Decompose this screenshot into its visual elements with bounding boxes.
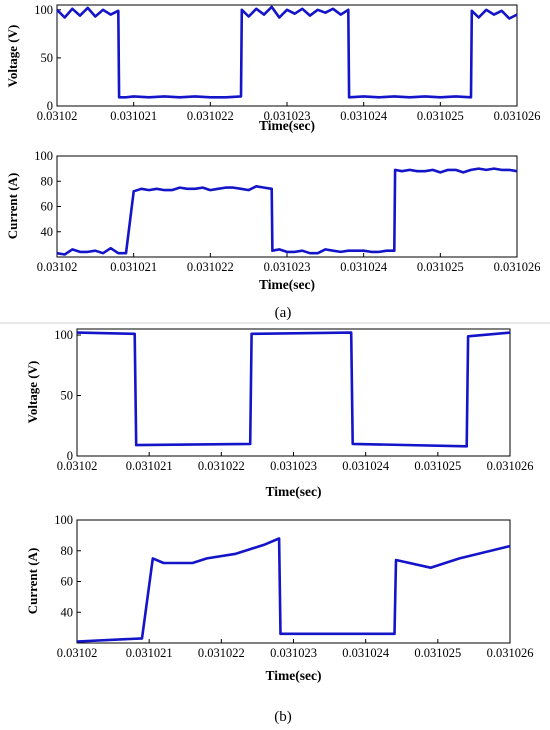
x-tick-label: 0.031026 [487, 646, 534, 660]
x-tick-label: 0.031022 [187, 109, 234, 123]
y-tick-label: 60 [41, 200, 54, 214]
chart-current-b: 0.03102 0.031021 0.031022 0.031023 0.031024 0… [25, 513, 533, 683]
x-tick-label: 0.031023 [264, 260, 311, 274]
y-tick-label: 50 [41, 51, 54, 65]
x-tick-label: 0.031024 [340, 109, 388, 123]
x-tick-label: 0.031025 [414, 646, 461, 660]
x-tick-label: 0.031022 [198, 459, 245, 473]
chart-voltage-b: 0.03102 0.031021 0.031022 0.031023 0.031024 0… [25, 328, 533, 499]
y-axis-label: Voltage (V) [5, 25, 20, 88]
x-axis-label: Time(sec) [266, 668, 322, 683]
y-tick-label: 40 [61, 605, 74, 619]
x-tick-label: 0.031024 [342, 459, 390, 473]
x-tick-label: 0.031024 [340, 260, 388, 274]
y-tick-label: 100 [54, 513, 73, 527]
y-tick-label: 0 [67, 449, 73, 463]
x-tick-label: 0.031021 [110, 260, 157, 274]
x-tick-label: 0.031023 [270, 646, 317, 660]
x-tick-label: 0.031023 [270, 459, 317, 473]
plot-area-voltage-a [56, 4, 518, 107]
y-axis-label: Current (A) [25, 548, 40, 615]
x-tick-label: 0.03102 [37, 109, 78, 123]
x-tick-label: 0.03102 [37, 260, 78, 274]
x-tick-label: 0.031021 [110, 109, 157, 123]
y-axis-label: Current (A) [5, 173, 20, 240]
x-tick-label: 0.031024 [342, 646, 390, 660]
x-tick-label: 0.03102 [57, 646, 98, 660]
x-tick-label: 0.031026 [487, 459, 534, 473]
x-tick-label: 0.03102 [57, 459, 98, 473]
x-tick-label: 0.031025 [417, 260, 464, 274]
x-tick-label: 0.031025 [414, 459, 461, 473]
plot-area-voltage-b [76, 328, 511, 457]
y-tick-label: 80 [61, 544, 74, 558]
x-axis-label: Time(sec) [266, 484, 322, 499]
series-line-current-b [76, 537, 511, 643]
y-tick-label: 60 [61, 575, 74, 589]
series-line-current-a [56, 167, 518, 256]
y-tick-label: 100 [34, 149, 53, 163]
x-tick-label: 0.031025 [417, 109, 464, 123]
x-axis-label: Time(sec) [259, 118, 315, 133]
y-tick-label: 80 [41, 174, 54, 188]
x-tick-label: 0.031021 [126, 459, 173, 473]
series-line-voltage-a [56, 5, 518, 99]
x-tick-label: 0.031026 [494, 260, 541, 274]
x-tick-label: 0.031021 [126, 646, 173, 660]
series-line-voltage-b [76, 331, 511, 448]
x-axis-label: Time(sec) [259, 277, 315, 292]
chart-current-a: 0.03102 0.031021 0.031022 0.031023 0.031024 0… [5, 149, 540, 292]
x-tick-label: 0.031022 [187, 260, 234, 274]
y-tick-label: 40 [41, 225, 54, 239]
y-tick-label: 100 [34, 3, 53, 17]
y-axis-label: Voltage (V) [25, 361, 40, 424]
x-tick-label: 0.031022 [198, 646, 245, 660]
x-tick-label: 0.031026 [494, 109, 541, 123]
y-tick-label: 100 [54, 328, 73, 342]
panel-label-a: (a) [275, 305, 292, 321]
y-tick-label: 0 [47, 99, 53, 113]
x-tick-label: 0.031023 [264, 109, 311, 123]
y-tick-label: 50 [61, 389, 74, 403]
plot-area-current-b [76, 519, 511, 644]
panel-label-b: (b) [274, 709, 292, 725]
chart-voltage-a: 0.03102 0.031021 0.031022 0.031023 0.031024 0… [5, 3, 540, 133]
